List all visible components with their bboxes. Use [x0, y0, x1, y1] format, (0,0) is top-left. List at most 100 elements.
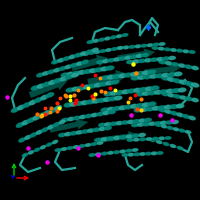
Ellipse shape [158, 136, 165, 140]
Ellipse shape [171, 120, 179, 124]
Ellipse shape [139, 87, 148, 92]
Ellipse shape [104, 36, 111, 41]
Ellipse shape [127, 138, 133, 142]
Ellipse shape [151, 85, 159, 91]
Ellipse shape [57, 58, 65, 63]
Ellipse shape [189, 50, 195, 54]
Ellipse shape [174, 72, 182, 76]
Ellipse shape [59, 76, 68, 81]
Ellipse shape [61, 72, 69, 78]
Ellipse shape [149, 138, 155, 142]
Ellipse shape [176, 103, 184, 109]
Ellipse shape [148, 69, 156, 75]
Ellipse shape [133, 88, 142, 93]
Ellipse shape [74, 53, 82, 58]
Ellipse shape [165, 136, 171, 140]
Ellipse shape [58, 119, 66, 125]
Ellipse shape [141, 53, 149, 57]
Ellipse shape [127, 88, 136, 94]
Ellipse shape [75, 101, 84, 106]
Ellipse shape [133, 138, 140, 142]
Ellipse shape [85, 114, 92, 118]
Ellipse shape [153, 43, 159, 47]
Ellipse shape [132, 148, 138, 152]
Ellipse shape [68, 54, 76, 59]
Ellipse shape [51, 60, 59, 64]
Ellipse shape [105, 80, 114, 86]
Ellipse shape [104, 122, 112, 127]
Ellipse shape [40, 95, 48, 100]
Ellipse shape [11, 107, 19, 113]
Ellipse shape [94, 67, 103, 72]
Ellipse shape [124, 104, 133, 110]
Ellipse shape [137, 122, 145, 127]
Ellipse shape [109, 91, 118, 96]
Ellipse shape [98, 127, 106, 131]
Polygon shape [71, 55, 108, 71]
Ellipse shape [160, 121, 168, 125]
Ellipse shape [70, 131, 77, 136]
Ellipse shape [141, 44, 147, 48]
Ellipse shape [87, 40, 93, 44]
Ellipse shape [28, 150, 34, 155]
Ellipse shape [91, 48, 99, 52]
Ellipse shape [61, 118, 69, 122]
Ellipse shape [37, 112, 46, 118]
Ellipse shape [164, 47, 171, 51]
Ellipse shape [54, 78, 62, 83]
Ellipse shape [124, 72, 133, 78]
Ellipse shape [82, 84, 91, 90]
Ellipse shape [170, 144, 176, 148]
Ellipse shape [101, 75, 109, 81]
Ellipse shape [77, 53, 83, 57]
Ellipse shape [117, 46, 123, 50]
Ellipse shape [46, 142, 52, 147]
Ellipse shape [107, 151, 114, 155]
Ellipse shape [48, 108, 57, 113]
Ellipse shape [97, 141, 103, 145]
Ellipse shape [21, 120, 30, 125]
Ellipse shape [58, 133, 66, 137]
Ellipse shape [80, 100, 89, 105]
Ellipse shape [85, 49, 93, 54]
Ellipse shape [92, 39, 99, 43]
Ellipse shape [140, 107, 148, 112]
Ellipse shape [99, 49, 106, 53]
Ellipse shape [136, 103, 145, 108]
Ellipse shape [145, 152, 152, 156]
Ellipse shape [172, 88, 180, 93]
Ellipse shape [66, 87, 74, 93]
Ellipse shape [179, 129, 185, 133]
Ellipse shape [184, 65, 192, 69]
Ellipse shape [102, 97, 111, 102]
Ellipse shape [126, 60, 134, 64]
Ellipse shape [101, 152, 108, 156]
Ellipse shape [48, 80, 56, 85]
Ellipse shape [52, 140, 58, 144]
Ellipse shape [138, 59, 146, 63]
Ellipse shape [61, 147, 67, 151]
Ellipse shape [145, 86, 154, 91]
Ellipse shape [63, 56, 70, 61]
Ellipse shape [152, 137, 159, 141]
Ellipse shape [24, 135, 31, 140]
Ellipse shape [161, 92, 169, 96]
Ellipse shape [75, 61, 83, 66]
Ellipse shape [70, 63, 78, 68]
Ellipse shape [34, 97, 43, 103]
Ellipse shape [130, 54, 138, 59]
Ellipse shape [191, 66, 199, 70]
Ellipse shape [162, 56, 170, 61]
Ellipse shape [113, 150, 120, 154]
Ellipse shape [165, 61, 173, 65]
Ellipse shape [125, 134, 133, 139]
Ellipse shape [81, 60, 89, 64]
Polygon shape [118, 49, 155, 60]
Polygon shape [87, 70, 128, 85]
Polygon shape [29, 79, 68, 98]
Ellipse shape [77, 85, 86, 91]
Ellipse shape [119, 135, 127, 139]
Ellipse shape [32, 115, 41, 121]
Ellipse shape [111, 47, 118, 51]
Ellipse shape [17, 105, 25, 110]
